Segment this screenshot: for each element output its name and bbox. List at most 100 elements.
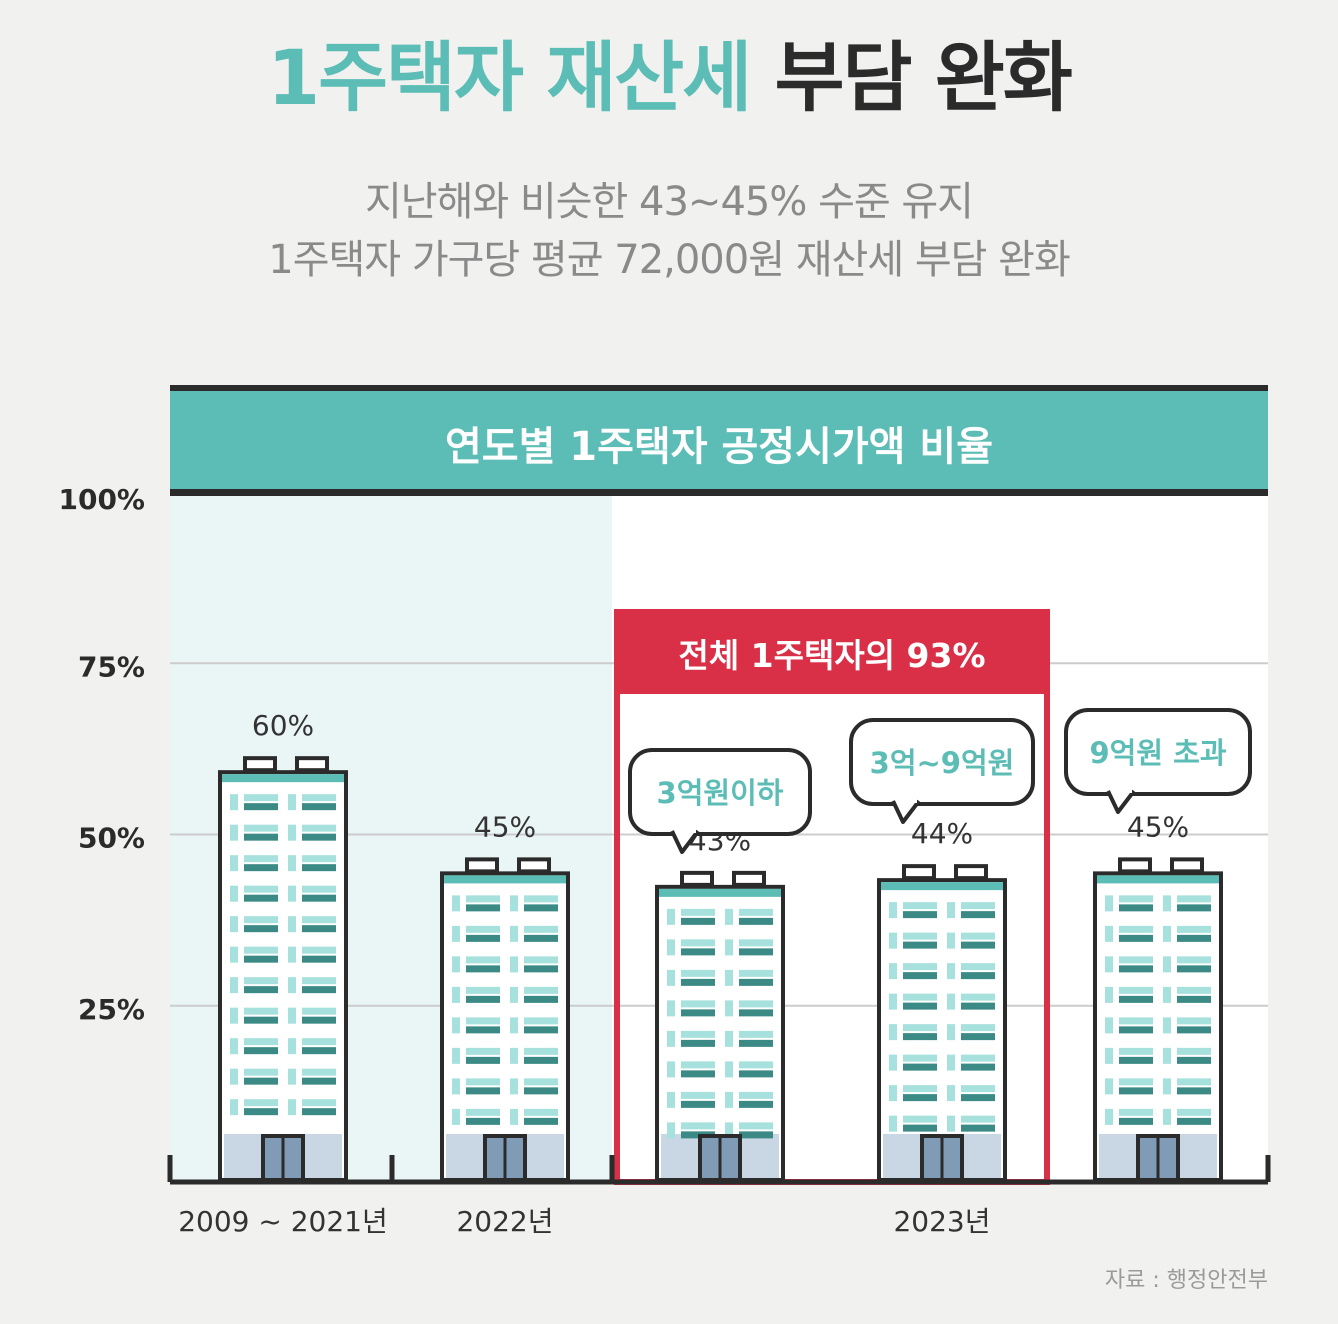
window: [725, 908, 733, 925]
roof-cap: [954, 864, 988, 881]
window: [947, 932, 955, 949]
window: [903, 1115, 937, 1123]
subtitle-line-1: 지난해와 비슷한 43~45% 수준 유지: [365, 179, 974, 225]
window: [244, 986, 278, 994]
window: [302, 955, 336, 963]
window: [739, 1061, 773, 1069]
window: [302, 1099, 336, 1107]
bar-roof-stripe: [1097, 875, 1219, 884]
window: [230, 946, 238, 963]
window: [681, 1122, 715, 1130]
window: [947, 1054, 955, 1071]
window: [288, 946, 296, 963]
window: [302, 824, 336, 832]
window: [466, 934, 500, 942]
window: [230, 824, 238, 841]
window: [452, 956, 460, 973]
roof-cap: [732, 870, 766, 887]
window: [1177, 986, 1211, 994]
x-category-label: 9억원 초과: [1090, 736, 1227, 770]
window: [739, 1122, 773, 1130]
window: [1163, 1017, 1171, 1034]
window: [961, 963, 995, 971]
window: [725, 1000, 733, 1017]
window: [452, 1047, 460, 1064]
bubble-tail-mask: [1111, 788, 1132, 793]
window: [1105, 1017, 1113, 1034]
window: [466, 1087, 500, 1095]
window: [1105, 1108, 1113, 1125]
window: [1177, 1026, 1211, 1034]
window: [288, 977, 296, 994]
window: [961, 941, 995, 949]
window: [244, 894, 278, 902]
window: [903, 993, 937, 1001]
window: [466, 965, 500, 973]
window: [302, 803, 336, 811]
roof-cap: [1118, 857, 1152, 874]
window: [466, 895, 500, 903]
window: [889, 1054, 897, 1071]
window: [244, 1068, 278, 1076]
window: [667, 939, 675, 956]
window: [302, 833, 336, 841]
window: [302, 1068, 336, 1076]
bubble-tail: [1106, 789, 1136, 814]
window: [961, 972, 995, 980]
window: [681, 917, 715, 925]
window: [302, 986, 336, 994]
window: [244, 1007, 278, 1015]
window: [302, 1007, 336, 1015]
window: [230, 916, 238, 933]
window: [739, 1030, 773, 1038]
source-note: 자료 : 행정안전부: [1104, 1268, 1268, 1293]
window: [510, 1108, 518, 1125]
window: [889, 902, 897, 919]
window: [947, 1115, 955, 1132]
window: [302, 794, 336, 802]
window: [466, 925, 500, 933]
window: [466, 1056, 500, 1064]
window: [903, 963, 937, 971]
window: [524, 1017, 558, 1025]
window: [1177, 895, 1211, 903]
window: [961, 1094, 995, 1102]
window: [667, 1061, 675, 1078]
bubble-tail: [891, 799, 921, 824]
window: [1163, 895, 1171, 912]
window: [302, 864, 336, 872]
window: [466, 1117, 500, 1125]
window: [961, 1124, 995, 1132]
window: [466, 1108, 500, 1116]
window: [1119, 904, 1153, 912]
window: [739, 1131, 773, 1139]
window: [524, 1026, 558, 1034]
window: [739, 1009, 773, 1017]
window: [667, 908, 675, 925]
window: [302, 916, 336, 924]
title-accent: 1주택자 재산세: [267, 33, 752, 122]
window: [667, 1030, 675, 1047]
window: [244, 864, 278, 872]
window: [302, 894, 336, 902]
window: [681, 948, 715, 956]
window: [739, 1070, 773, 1078]
window: [452, 1017, 460, 1034]
window: [288, 1099, 296, 1116]
window: [961, 1115, 995, 1123]
window: [466, 1026, 500, 1034]
window: [288, 855, 296, 872]
window: [1177, 1047, 1211, 1055]
window: [524, 925, 558, 933]
bar-building: [655, 870, 785, 1182]
bar-roof-stripe: [444, 875, 566, 884]
window: [524, 1047, 558, 1055]
window: [903, 1024, 937, 1032]
window: [889, 1024, 897, 1041]
window: [1105, 956, 1113, 973]
window: [302, 885, 336, 893]
window: [302, 925, 336, 933]
highlight-label: 전체 1주택자의 93%: [678, 636, 985, 675]
window: [244, 946, 278, 954]
